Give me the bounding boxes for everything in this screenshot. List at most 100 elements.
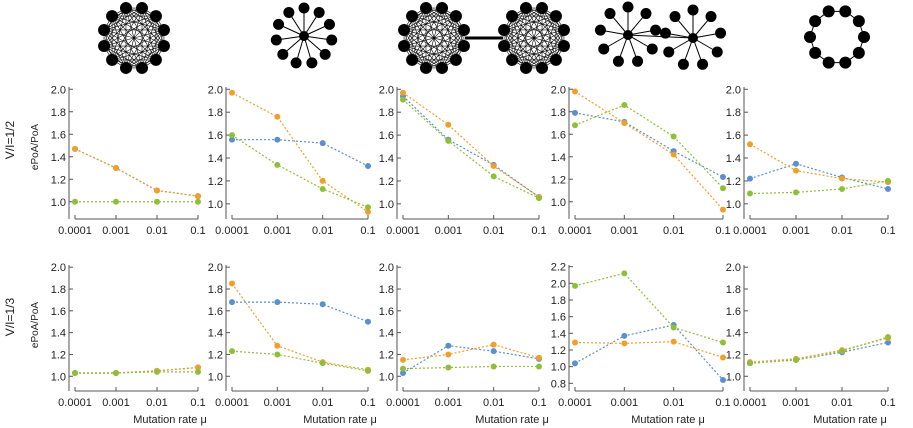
panel-r2c1-series-green-line	[75, 371, 198, 374]
clique-left-node-9	[398, 23, 411, 36]
panel-r1c3-series-green-point-1	[445, 137, 452, 144]
panel-r2c2-series-green-point-2	[319, 360, 326, 367]
panel-r1c1-ytick-label-5: 2.0	[51, 84, 66, 96]
complete-graph-node-0	[136, 2, 149, 15]
panel-r1c3-series-blue-line	[402, 95, 540, 198]
complete-graph-node-7	[106, 53, 119, 66]
clique-right-edge-2-11	[525, 7, 565, 31]
panel-r1c2-series-blue-point-0	[229, 136, 235, 143]
panel-r1c1-series-orange-point-3	[195, 193, 201, 200]
star-right-leaf-3	[711, 46, 723, 58]
panel-r1c1-ytick-label-3: 1.6	[51, 129, 66, 141]
star-left-leaf-3	[646, 43, 658, 55]
clique-right-edge-2-10	[512, 15, 565, 31]
panel-r2c1-ytick-label-3: 1.6	[51, 306, 66, 318]
clique-right-node-6	[519, 61, 532, 74]
panel-r1c2-xtick-label-0: 0.0001	[215, 225, 249, 237]
clique-left-node-3	[457, 40, 470, 53]
panel-r2c1-ytick-label-0: 1.0	[51, 371, 66, 383]
panel-r1c3-series-green-line	[402, 99, 540, 199]
panel-r1c5-series-orange-point-2	[839, 175, 845, 182]
panel-r1c5-series-green-line	[749, 180, 889, 195]
panel-r1c4: 1.0 1.2 1.4 1.6 1.8 2.0 0.0001 0.001 0.01 0.1	[551, 84, 731, 237]
clique-right-node-9	[498, 23, 511, 36]
panel-r1c1-series-orange-point-2	[154, 187, 160, 194]
panel-r2c1-ytick-label-2: 1.4	[51, 328, 66, 340]
complete-graph-node-5	[136, 61, 149, 74]
panel-r2c5-ytick-label-5: 2.0	[726, 262, 741, 274]
panel-r1c3-ytick-label-4: 1.8	[379, 107, 394, 119]
panel-r2c4-ytick-label-6: 2.0	[551, 278, 566, 290]
panel-r1c5-ytick-label-0: 1.0	[726, 199, 741, 211]
star-right-leaf-0	[687, 4, 699, 16]
panel-r2c5-series-blue-point-3	[885, 339, 891, 346]
clique-right-node-2	[557, 23, 570, 36]
panel-r1c5-ytick-label-3: 1.6	[726, 130, 741, 142]
panel-r2c1-series-green-point-1	[113, 370, 119, 376]
panel-r1c3-series-green-point-2	[490, 173, 497, 180]
complete-graph-node-2	[157, 23, 170, 36]
star-left-leaf-6	[598, 43, 610, 55]
panel-r1c3-ytick-label-3: 1.6	[379, 130, 394, 142]
xlabel-col-3: Mutation rate μ	[475, 414, 549, 426]
clique-right-node-1	[549, 10, 562, 23]
panel-r1c5-ytick-label-4: 1.8	[726, 107, 741, 119]
cycle-node-8	[809, 15, 822, 28]
panel-r1c5-ytick-label-1: 1.2	[726, 176, 741, 188]
panel-r1c3-xtick-label-2: 0.01	[483, 225, 504, 237]
complete-graph-edge-5-11	[125, 7, 143, 69]
panel-r2c2-series-green-point-0	[229, 348, 235, 355]
clique-right-edge-1-6	[525, 15, 557, 69]
star-graph-leaf-7	[277, 48, 289, 60]
complete-graph-edge-4-8	[103, 45, 156, 61]
clique-left-node-11	[419, 2, 432, 15]
panel-r2c3-ytick-label-5: 2.0	[379, 262, 394, 274]
panel-r1c4-ytick-label-5: 2.0	[551, 84, 566, 96]
star-graph-leaf-8	[270, 34, 282, 46]
panel-r2c5-xtick-label-3: 0.1	[880, 397, 895, 409]
panel-r2c5-ytick-label-0: 1.0	[726, 371, 741, 383]
panel-r1c5-series-orange-point-1	[793, 167, 799, 174]
panel-r2c2-ytick-label-1: 1.2	[208, 349, 223, 361]
row-label-1: V/I=1/2	[3, 121, 17, 160]
panel-r1c4-series-green-point-2	[670, 133, 677, 140]
panel-r2c3: 1.0 1.2 1.4 1.6 1.8 2.0 0.0001 0.001 0.01 0.1	[379, 262, 547, 409]
clique-right-edge-4-11	[525, 7, 557, 61]
panel-r1c5-series-green-point-1	[793, 189, 799, 196]
clique-right-edge-1-8	[503, 15, 557, 47]
panel-r2c4-series-green-line	[574, 272, 724, 344]
cycle-graph-icon	[804, 5, 870, 69]
clique-left-node-5	[436, 61, 449, 74]
panel-r1c5-series-orange-point-0	[747, 141, 753, 148]
clique-left-edge-1-8	[403, 15, 457, 47]
complete-graph-edge-5-10	[111, 15, 143, 69]
panel-r2c2-series-blue-point-0	[229, 299, 235, 306]
panel-r2c2-xtick-label-2: 0.01	[312, 397, 333, 409]
chart-panels: 1.01.21.41.61.82.00.0001 0.001 0.01 0.11.01…	[51, 84, 896, 409]
panel-r2c3-series-blue-point-0	[400, 370, 406, 376]
panel-r2c3-series-orange-point-2	[490, 341, 497, 348]
ylabel-row-2: ePoA/PoA	[30, 302, 41, 348]
clique-left-edge-5-11	[425, 7, 443, 69]
clique-left-edge-0-7	[411, 7, 443, 61]
panel-r2c3-series-green-line	[402, 365, 539, 370]
complete-graph-edge-5-9	[103, 29, 143, 69]
panel-r1c4-series-green-point-0	[572, 122, 578, 129]
panel-r1c3-series-orange-point-1	[445, 121, 452, 128]
panel-r1c4-xtick-label-2: 0.01	[663, 225, 684, 237]
panel-r2c3-series-blue-point-1	[445, 342, 452, 349]
star-left-leaf-1	[640, 8, 652, 20]
panel-r1c2-ytick-label-4: 1.8	[208, 107, 223, 119]
star-graph-leaf-10	[283, 6, 295, 18]
panel-r2c2-xtick-label-1: 0.001	[264, 397, 292, 409]
clique-left-edge-4-9	[403, 29, 457, 61]
panel-r1c5-series-green-point-0	[747, 190, 753, 197]
clique-left-edge-7-11	[411, 7, 427, 60]
panel-r1c4-xtick-label-3: 0.1	[715, 225, 730, 237]
two-connected-complete-graphs-icon	[398, 2, 570, 74]
clique-left-node-2	[457, 23, 470, 36]
panel-r2c2-series-green-point-3	[365, 367, 371, 374]
panel-r1c2-series-orange-point-2	[319, 177, 326, 184]
panel-r2c2-xtick-label-3: 0.1	[360, 397, 375, 409]
panel-r2c1-xtick-label-3: 0.1	[190, 397, 205, 409]
